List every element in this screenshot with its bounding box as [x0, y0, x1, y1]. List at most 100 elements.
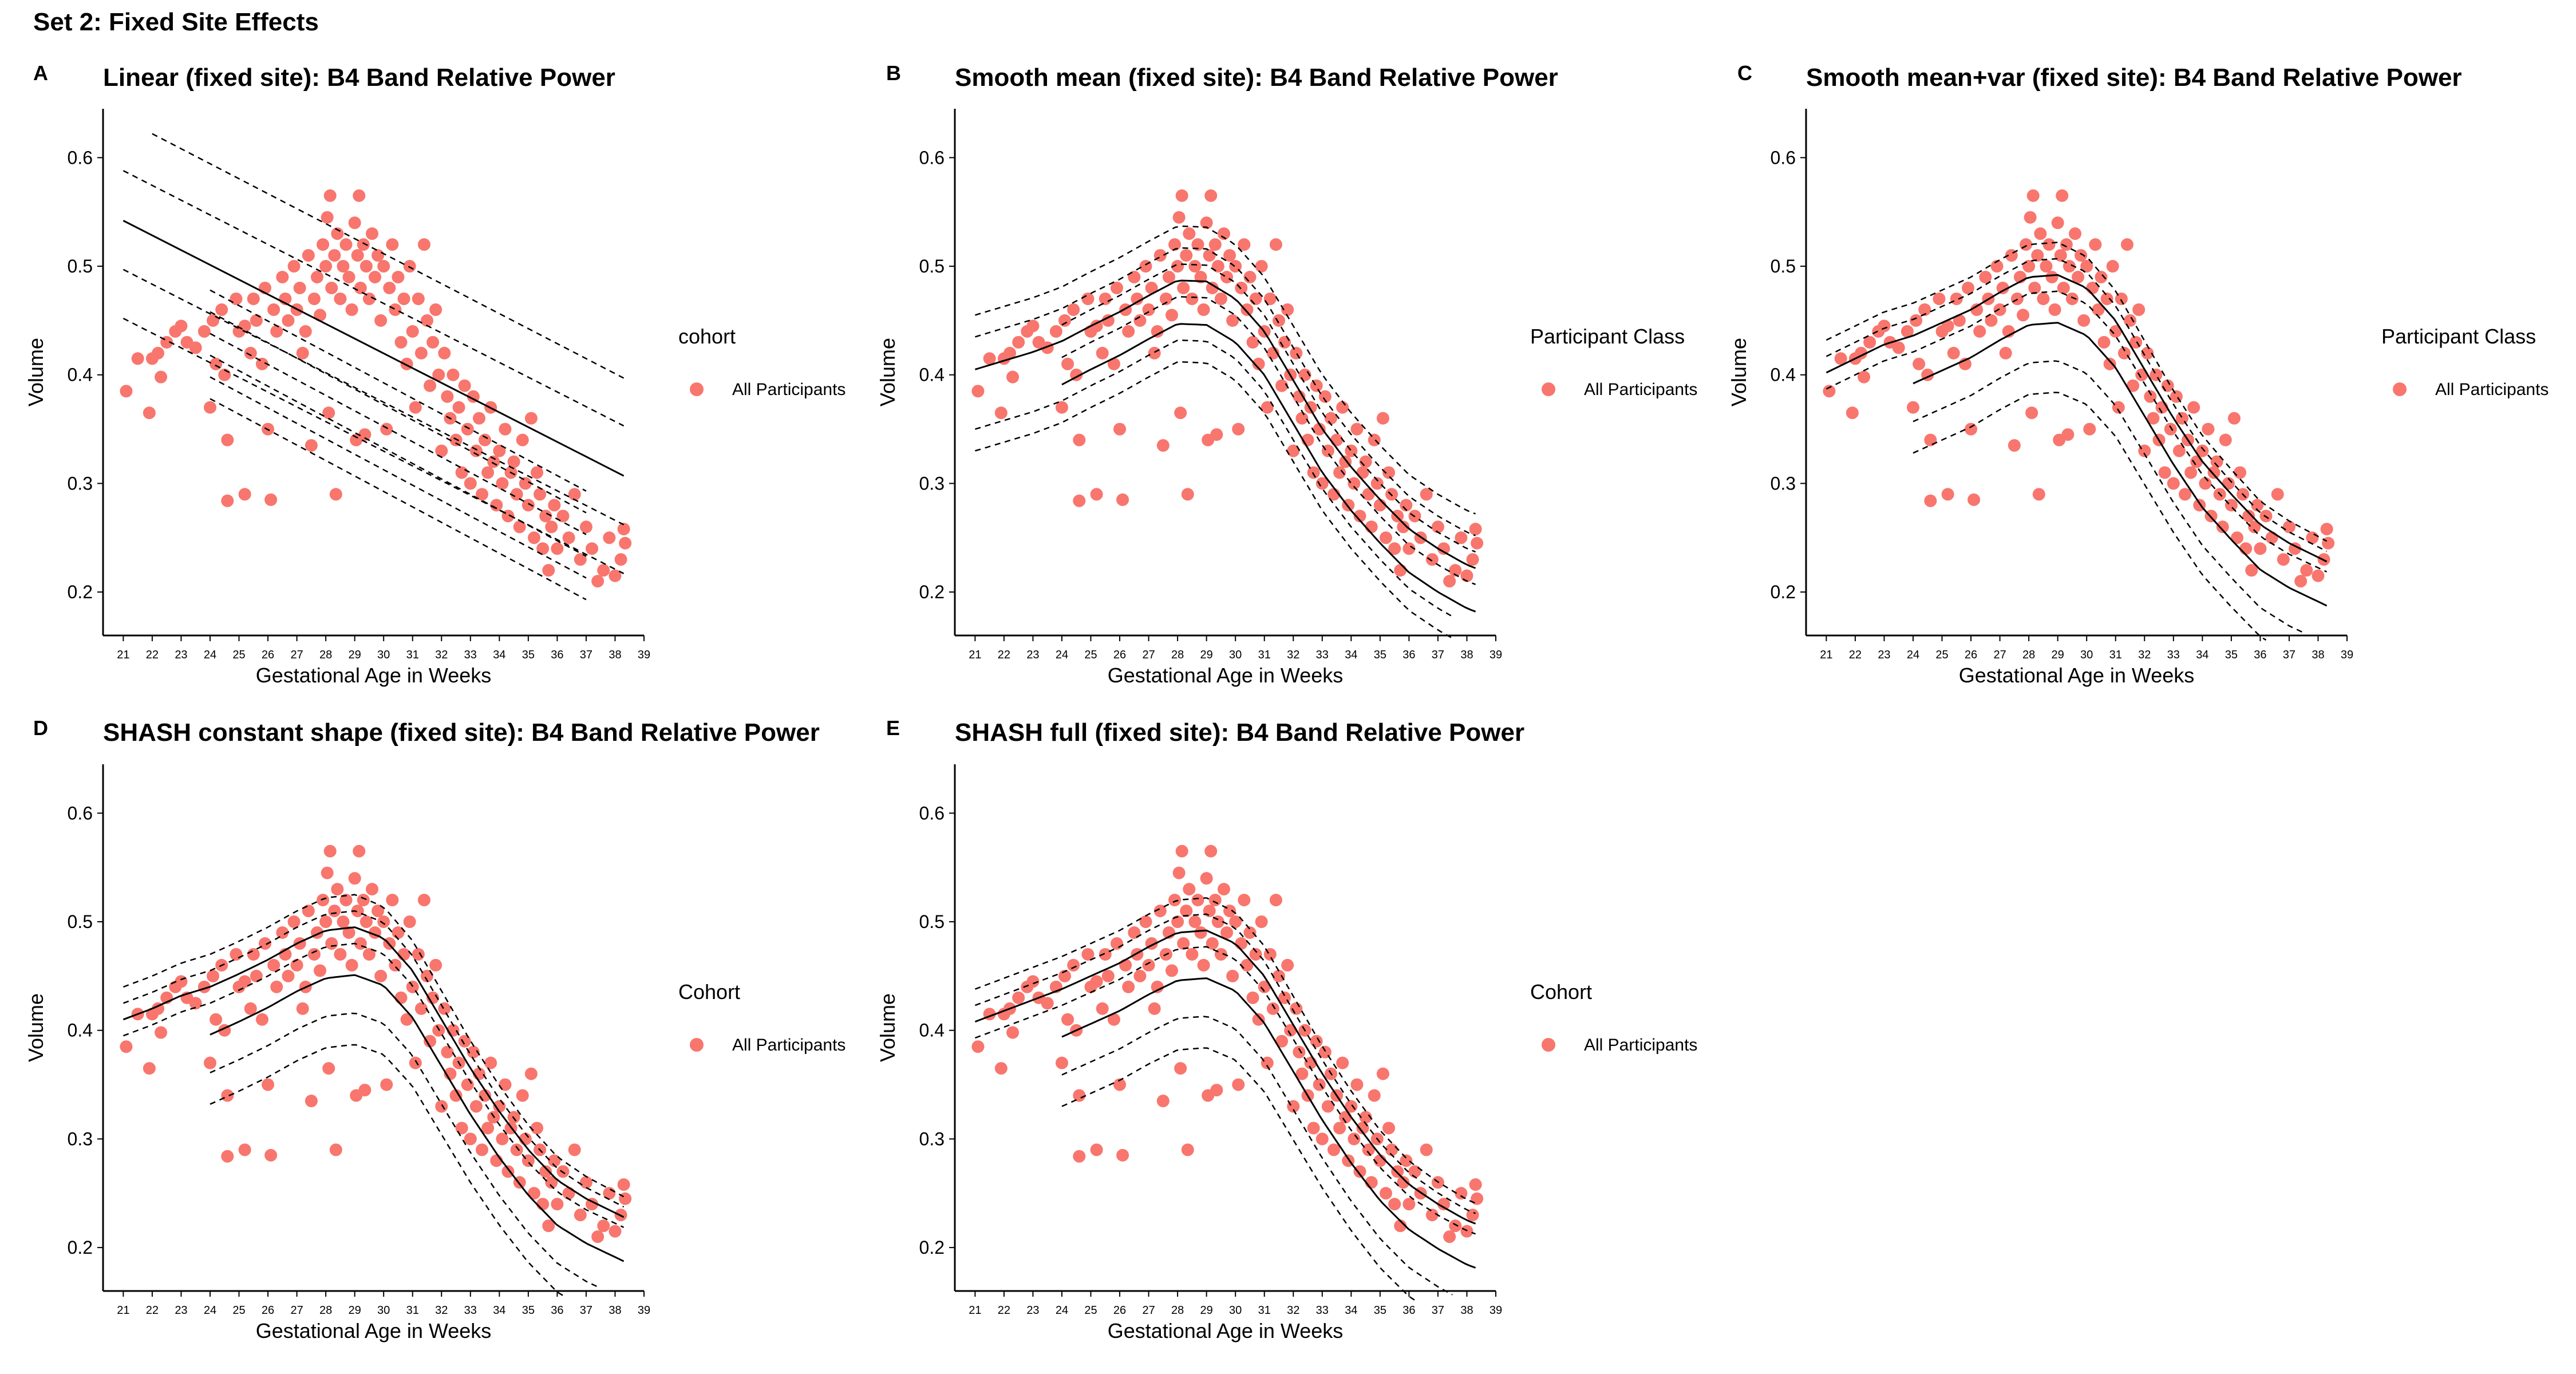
x-tick-label: 22: [146, 649, 159, 661]
data-point: [409, 401, 422, 414]
data-point: [2109, 325, 2122, 338]
data-point: [2190, 455, 2203, 468]
data-point: [1168, 894, 1182, 907]
data-point: [262, 1078, 275, 1091]
data-point: [2294, 575, 2308, 588]
data-point: [472, 412, 485, 425]
x-tick-label: 25: [1935, 649, 1948, 661]
x-tick-label: 34: [1345, 649, 1357, 661]
data-point: [1145, 281, 1158, 294]
data-point: [551, 1198, 564, 1211]
data-point: [2147, 412, 2160, 425]
model-lines: [123, 894, 625, 1297]
data-point: [351, 249, 364, 262]
data-point: [215, 303, 228, 316]
data-point: [1348, 477, 1361, 490]
data-point: [221, 1089, 234, 1102]
data-point: [1200, 216, 1213, 230]
data-point: [586, 1198, 599, 1211]
data-point: [539, 510, 552, 523]
x-tick-label: 32: [1287, 1304, 1299, 1317]
data-point: [1307, 1122, 1320, 1135]
data-point: [1214, 292, 1227, 305]
data-point: [1049, 325, 1062, 338]
data-point: [424, 1035, 437, 1048]
data-point: [1275, 379, 1289, 392]
x-tick-label: 37: [2283, 649, 2296, 661]
y-tick-label: 0.4: [919, 1020, 945, 1041]
scatter-series: [971, 844, 1484, 1243]
data-point: [2167, 477, 2180, 490]
data-point: [353, 189, 366, 202]
data-point: [1139, 260, 1152, 273]
data-point: [2034, 227, 2047, 240]
data-point: [1180, 249, 1193, 262]
panel-title: Smooth mean (fixed site): B4 Band Relati…: [955, 64, 1558, 92]
x-tick-label: 24: [1056, 1304, 1068, 1317]
data-point: [1284, 1024, 1297, 1037]
data-point: [1240, 303, 1254, 316]
data-point: [469, 1100, 483, 1113]
data-point: [287, 260, 301, 273]
x-tick-label: 24: [1056, 649, 1068, 661]
data-point: [586, 542, 599, 555]
y-tick-label: 0.4: [68, 365, 93, 385]
legend-marker: [690, 382, 704, 396]
data-point: [1272, 314, 1285, 327]
legend-marker: [2393, 382, 2407, 396]
data-point: [2202, 423, 2215, 436]
data-point: [1153, 905, 1167, 918]
data-point: [386, 894, 399, 907]
data-point: [499, 423, 512, 436]
data-point: [1058, 314, 1072, 327]
x-axis-label: Gestational Age in Weeks: [1959, 664, 2195, 687]
data-point: [270, 980, 283, 993]
x-tick-label: 37: [1432, 1304, 1444, 1317]
x-tick-label: 27: [290, 649, 303, 661]
data-point: [1081, 292, 1095, 305]
data-point: [210, 1013, 223, 1026]
x-tick-label: 39: [1490, 649, 1502, 661]
data-point: [1941, 319, 1954, 333]
model-lines: [974, 225, 1476, 639]
data-point: [323, 189, 337, 202]
data-point: [2227, 412, 2241, 425]
data-point: [426, 335, 440, 349]
data-point: [189, 341, 202, 354]
data-point: [1370, 477, 1384, 490]
data-point: [377, 260, 390, 273]
data-point: [1128, 271, 1141, 284]
data-point: [2271, 488, 2284, 501]
y-tick-label: 0.4: [68, 1020, 93, 1041]
data-point: [1471, 1192, 1484, 1205]
data-point: [359, 260, 373, 273]
data-point: [1208, 894, 1222, 907]
data-point: [1362, 488, 1375, 501]
data-point: [1290, 1002, 1303, 1015]
data-point: [2219, 433, 2232, 447]
data-point: [2135, 368, 2148, 381]
data-point: [1128, 926, 1141, 939]
data-point: [1217, 883, 1230, 896]
x-tick-label: 32: [1287, 649, 1299, 661]
data-point: [1437, 1198, 1451, 1211]
data-point: [1906, 401, 1919, 414]
y-tick-label: 0.3: [919, 473, 945, 493]
data-point: [2150, 368, 2163, 381]
data-point: [481, 1122, 495, 1135]
quantile-curve: [975, 339, 1453, 617]
data-point: [1350, 423, 1364, 436]
data-point: [383, 281, 396, 294]
x-tick-label: 30: [1229, 649, 1242, 661]
data-point: [1096, 346, 1109, 360]
data-point: [287, 915, 301, 929]
data-point: [516, 1089, 529, 1102]
data-point: [1090, 319, 1103, 333]
data-point: [1172, 866, 1186, 879]
x-tick-label: 28: [1171, 1304, 1184, 1317]
data-point: [351, 905, 364, 918]
data-point: [591, 575, 605, 588]
data-point: [221, 494, 234, 507]
quantile-line: [210, 311, 587, 514]
data-point: [1096, 1002, 1109, 1015]
